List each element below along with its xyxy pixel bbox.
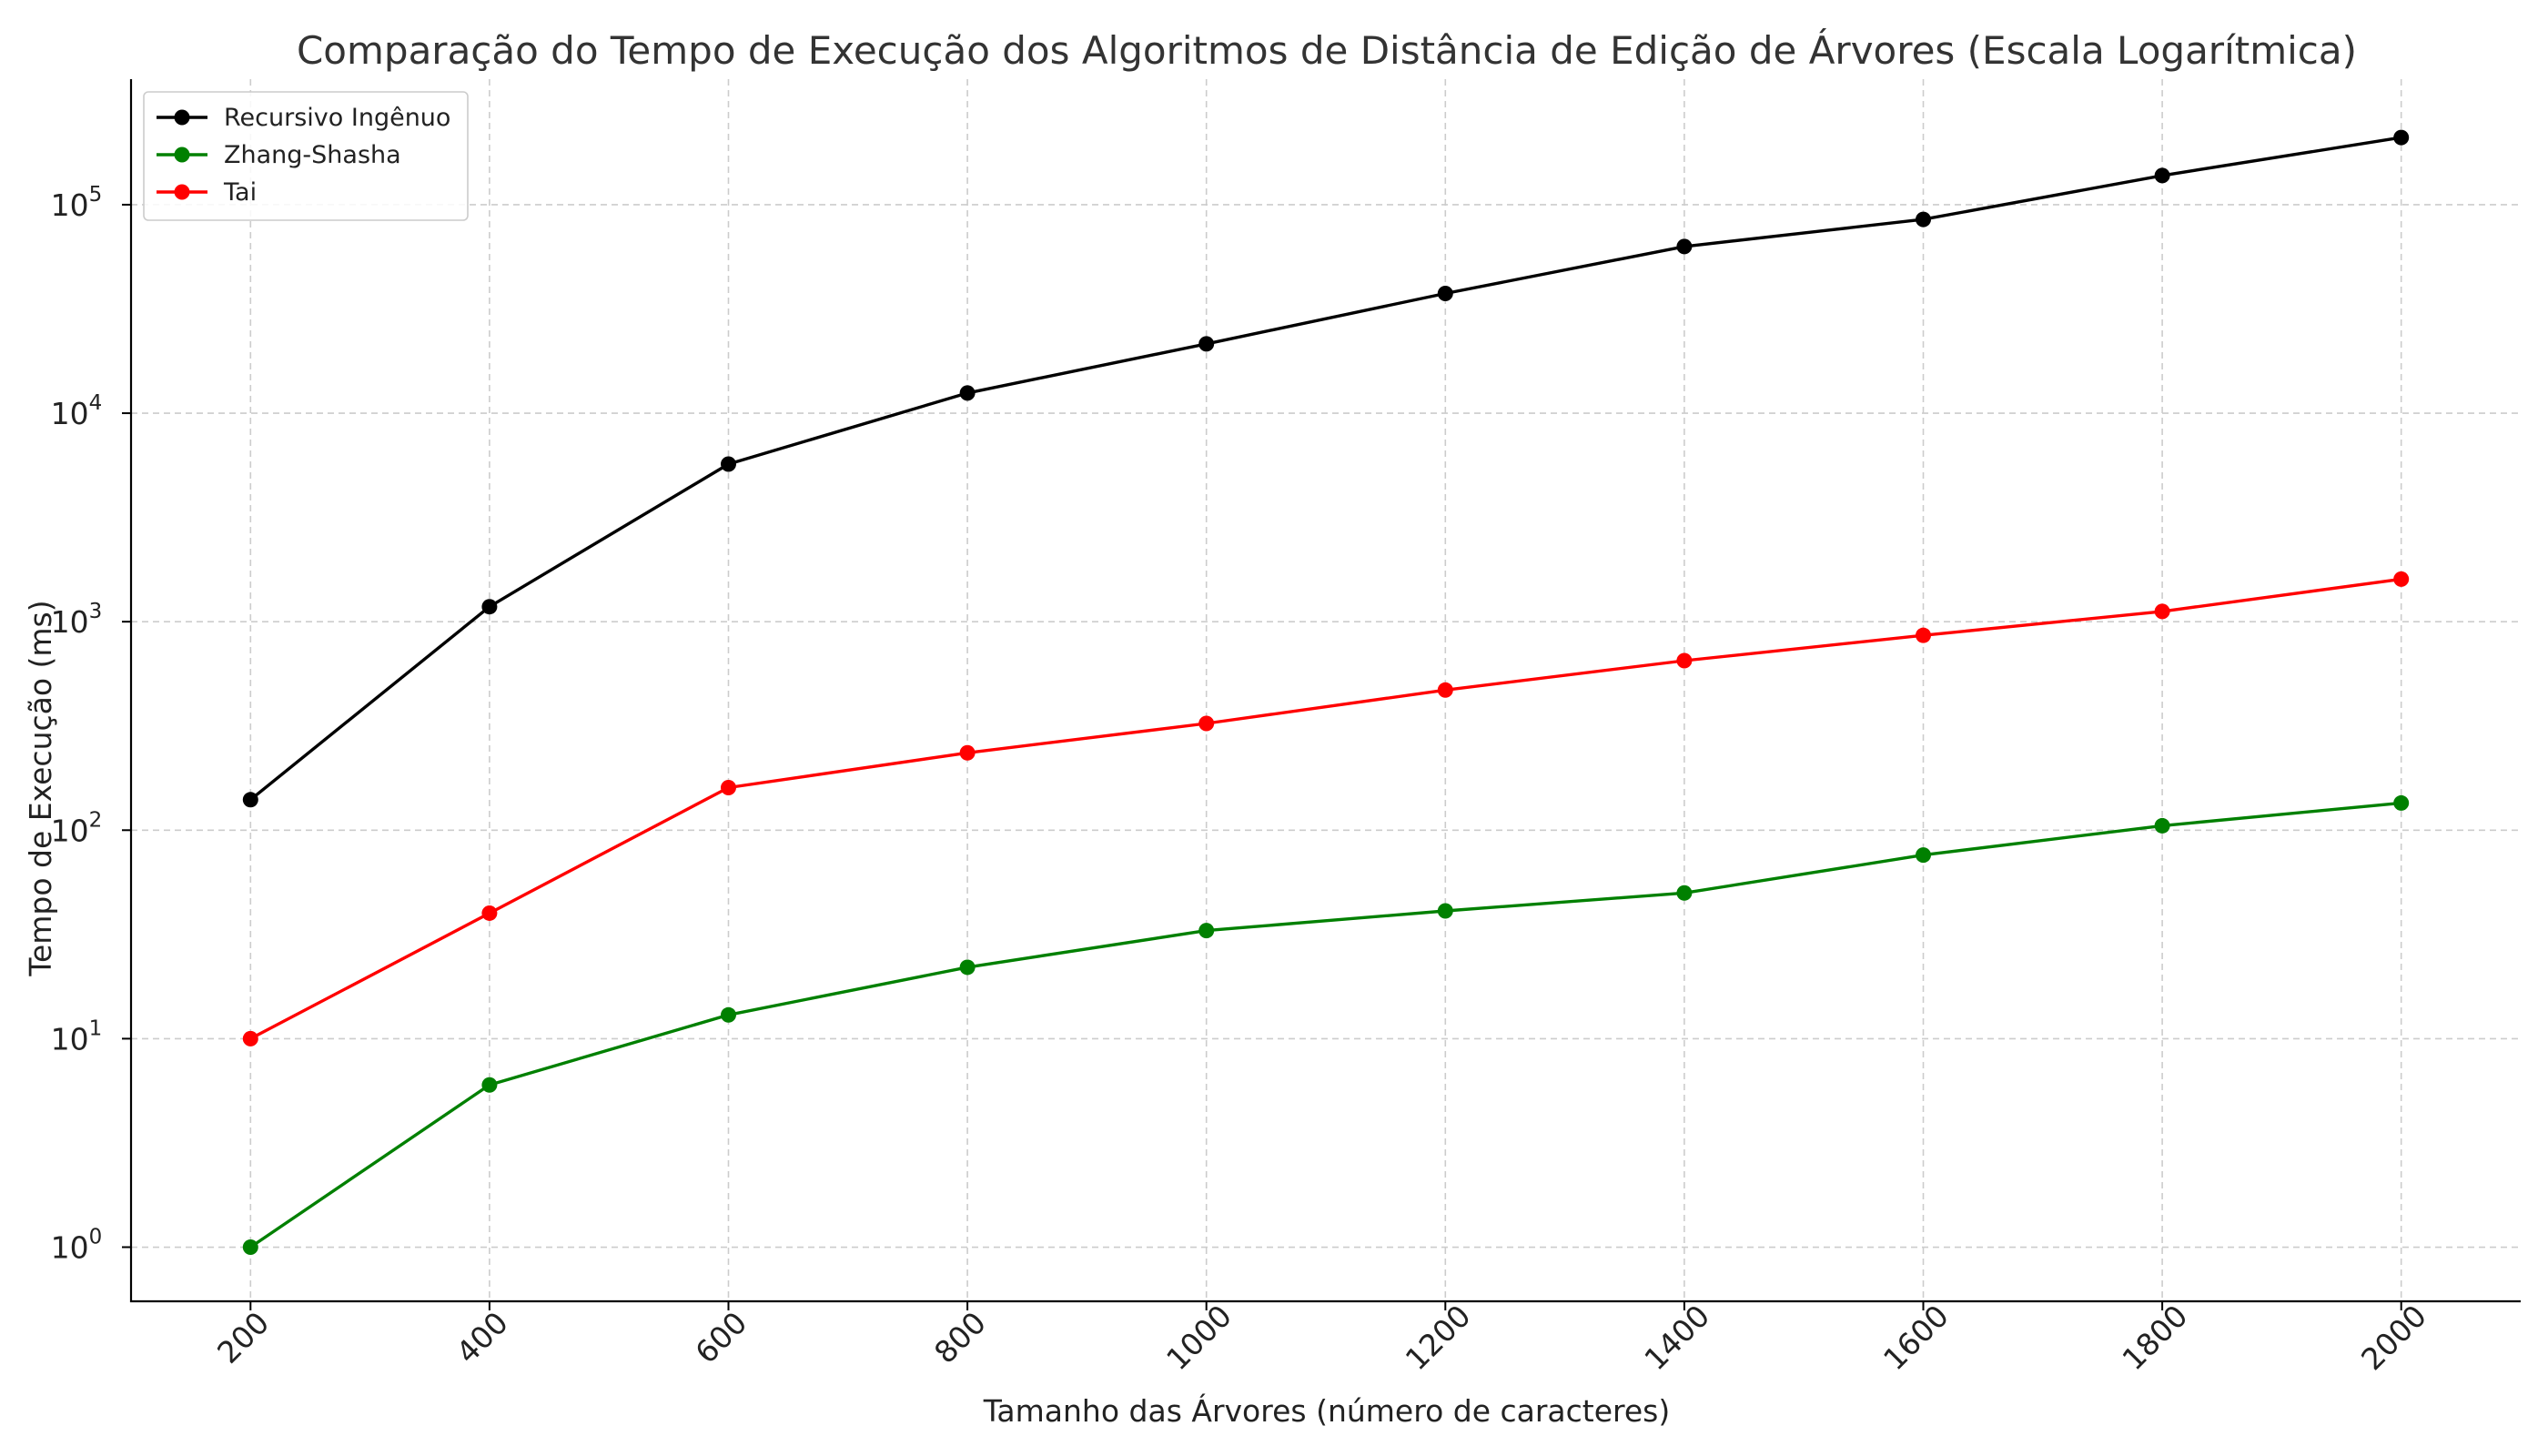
x-tick-label: 2000 [2354, 1298, 2433, 1377]
series-2 [242, 571, 2410, 1046]
x-tick-label: 1200 [1399, 1298, 1478, 1377]
grid [131, 79, 2521, 1301]
data-point [721, 780, 736, 796]
data-point [2154, 817, 2170, 834]
chart-title: Comparação do Tempo de Execução dos Algo… [297, 27, 2357, 73]
legend-item: Zhang-Shasha [157, 141, 401, 169]
data-point [721, 456, 736, 472]
x-tick-label: 200 [210, 1305, 276, 1370]
data-point [1676, 238, 1693, 255]
data-point [1916, 211, 1931, 228]
series-0 [242, 129, 2410, 808]
data-point [721, 1006, 736, 1023]
legend-box [143, 91, 469, 221]
y-axis-label: Tempo de Execução (ms) [23, 600, 58, 976]
data-point [959, 744, 976, 761]
x-tick-label: 600 [688, 1305, 753, 1370]
legend-label: Zhang-Shasha [224, 141, 401, 169]
data-point [2154, 167, 2170, 184]
data-point [959, 385, 976, 401]
legend-label: Recursivo Ingênuo [224, 104, 450, 132]
axes: 200 400 600 800 1000 1200 1400 1600 1800 2000 100 1… [51, 79, 2521, 1377]
x-tick-label: 400 [450, 1305, 515, 1370]
data-point [1198, 336, 1215, 352]
legend-swatch-marker [174, 109, 190, 126]
series-line [249, 801, 2401, 1249]
data-point [481, 599, 498, 615]
data-point [1437, 286, 1453, 302]
data-point [1198, 715, 1215, 732]
data-point [481, 905, 498, 921]
data-point [242, 792, 258, 808]
y-tick-label: 105 [51, 183, 103, 223]
data-point [1916, 627, 1931, 643]
data-point [2393, 571, 2410, 587]
data-point [959, 959, 976, 976]
y-tick-label: 100 [51, 1226, 103, 1266]
data-point [1916, 847, 1931, 864]
legend-label: Tai [223, 178, 257, 207]
data-point [2154, 603, 2170, 620]
x-tick-label: 1000 [1159, 1298, 1239, 1377]
y-tick-label: 104 [51, 391, 103, 431]
x-axis-label: Tamanho das Árvores (número de caractere… [983, 1392, 1671, 1429]
legend-swatch-marker [174, 184, 190, 200]
series-line [249, 577, 2401, 1040]
data-point [481, 1077, 498, 1093]
x-tick-label: 1800 [2115, 1298, 2194, 1377]
x-tick-label: 1400 [1637, 1298, 1716, 1377]
data-point [1676, 885, 1693, 901]
series-layer [242, 129, 2410, 1256]
legend: Recursivo Ingênuo Zhang-Shasha Tai [143, 91, 469, 221]
series-1 [242, 794, 2410, 1256]
data-point [242, 1030, 258, 1046]
data-point [2393, 794, 2410, 811]
data-point [1676, 652, 1693, 669]
axis-spines [129, 79, 2521, 1303]
data-point [1437, 903, 1453, 919]
data-point [1198, 923, 1215, 939]
y-tick-label: 102 [51, 808, 103, 848]
y-tick-label: 103 [51, 600, 103, 640]
series-line [249, 136, 2401, 802]
legend-item: Tai [157, 178, 257, 207]
data-point [242, 1239, 258, 1256]
y-tick-label: 101 [51, 1016, 103, 1057]
x-tick-label: 800 [927, 1305, 993, 1370]
legend-swatch-marker [174, 147, 190, 163]
data-point [2393, 129, 2410, 146]
legend-item: Recursivo Ingênuo [157, 104, 450, 132]
x-tick-label: 1600 [1876, 1298, 1956, 1377]
data-point [1437, 682, 1453, 698]
